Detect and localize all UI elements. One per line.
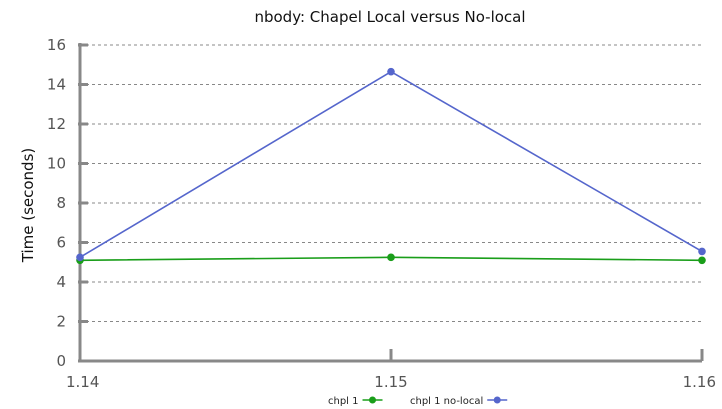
data-point-s1-2 — [698, 247, 706, 256]
y-ticks: 0 2 4 6 8 10 12 14 16 — [47, 36, 88, 370]
y-tick-label-14: 14 — [47, 76, 66, 94]
y-tick-label-2: 2 — [56, 313, 66, 331]
chart-title: nbody: Chapel Local versus No-local — [254, 8, 525, 26]
x-tick-label-1.15: 1.15 — [374, 373, 407, 391]
legend-marker-1 — [493, 396, 501, 404]
data-point-s0-1 — [387, 253, 395, 262]
y-tick-label-8: 8 — [56, 194, 66, 212]
legend: chpl 1 chpl 1 no-local — [328, 396, 508, 407]
data-point-s1-1 — [387, 67, 395, 76]
series-group — [76, 67, 706, 265]
y-tick-label-0: 0 — [56, 352, 66, 370]
legend-marker-0 — [369, 396, 377, 404]
data-point-s1-0 — [76, 253, 84, 262]
y-tick-label-10: 10 — [47, 155, 66, 173]
y-tick-label-4: 4 — [56, 273, 66, 291]
x-tick-label-1.14: 1.14 — [66, 373, 99, 391]
y-axis-label: Time (seconds) — [19, 148, 37, 264]
x-tick-label-1.16: 1.16 — [683, 373, 716, 391]
series-line-1 — [79, 70, 703, 258]
legend-label-1: chpl 1 no-local — [410, 396, 483, 407]
grid — [80, 44, 702, 322]
x-ticks: 1.14 1.15 1.16 — [66, 349, 716, 391]
data-point-s0-2 — [698, 256, 706, 265]
legend-label-0: chpl 1 — [328, 396, 359, 407]
y-tick-label-12: 12 — [47, 115, 66, 133]
y-tick-label-6: 6 — [56, 234, 66, 252]
y-tick-label-16: 16 — [47, 36, 66, 54]
